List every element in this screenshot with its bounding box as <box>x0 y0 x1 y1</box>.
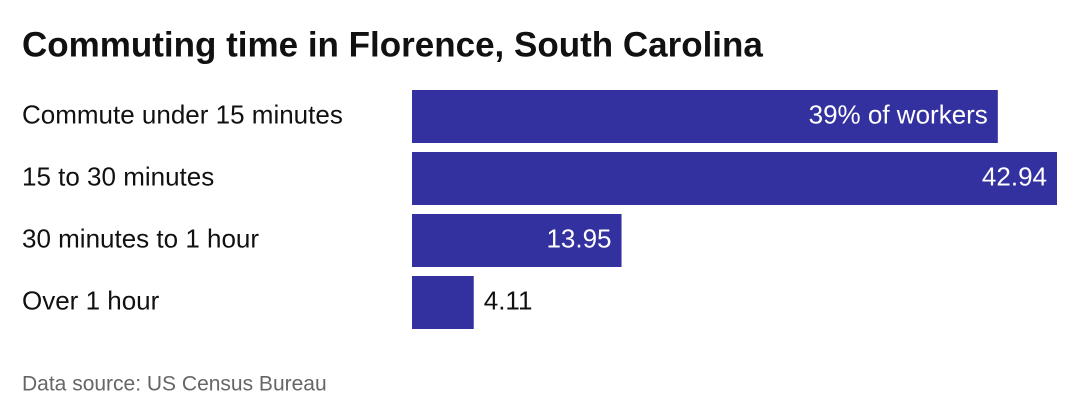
category-label: 15 to 30 minutes <box>22 161 214 191</box>
bar <box>412 276 474 329</box>
bar <box>412 90 998 143</box>
chart-title: Commuting time in Florence, South Caroli… <box>22 25 763 64</box>
category-label: 30 minutes to 1 hour <box>22 223 259 253</box>
value-label: 42.94 <box>982 161 1047 191</box>
value-label: 39% of workers <box>809 99 988 129</box>
bar <box>412 214 622 267</box>
category-label: Commute under 15 minutes <box>22 99 343 129</box>
value-label: 13.95 <box>546 223 611 253</box>
value-label: 4.11 <box>484 285 533 315</box>
bar <box>412 152 1057 205</box>
category-label: Over 1 hour <box>22 285 160 315</box>
source-note: Data source: US Census Bureau <box>22 373 327 396</box>
